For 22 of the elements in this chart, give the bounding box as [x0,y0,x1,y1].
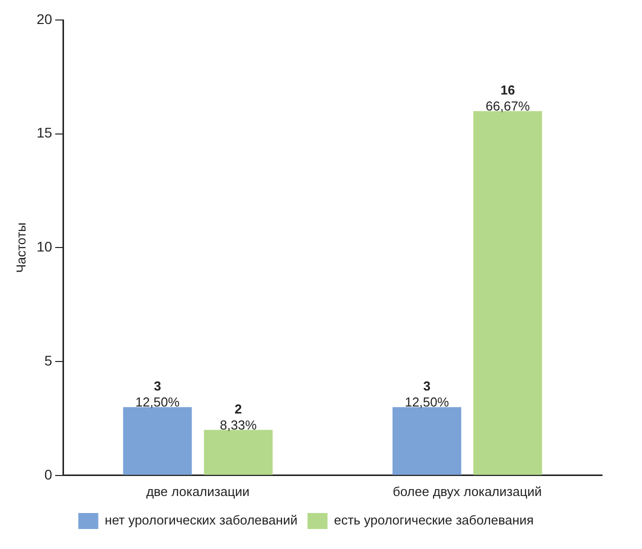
legend-label: нет урологических заболеваний [104,512,298,528]
bar [392,407,462,475]
annotation: 66,67% [486,98,530,114]
y-tick-label: 5 [44,352,52,368]
bar [204,430,273,475]
annotation: 8,33% [220,417,258,432]
annotation: 12,50% [404,394,450,410]
data-label: 16 [500,82,515,98]
y-axis-title: Частоты [13,222,28,273]
annotation: 12,50% [135,394,180,410]
y-tick-label: 0 [44,466,52,482]
y-tick-label: 10 [36,238,52,255]
x-tick-label: более двух локализаций [392,484,542,499]
y-tick-label: 15 [36,124,52,141]
data-label: 2 [234,401,242,416]
y-tick-label: 20 [36,10,52,27]
bar [123,407,192,475]
bar [473,111,542,475]
data-label: 3 [423,378,430,394]
x-tick-label: две локализации [146,484,250,499]
data-label: 3 [154,378,162,394]
legend-label: есть урологические заболевания [334,512,534,528]
